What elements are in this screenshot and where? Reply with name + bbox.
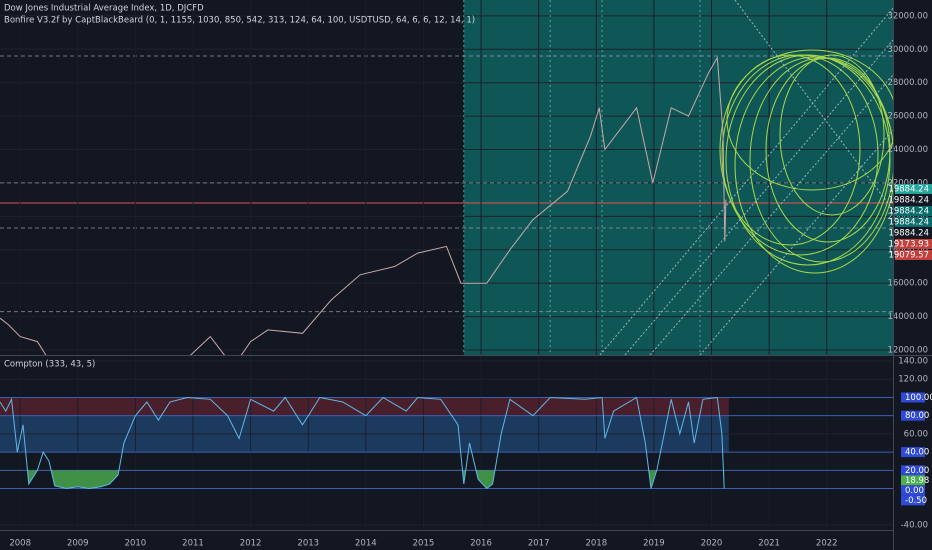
y-tick-label: 120.00 (898, 375, 928, 385)
y-tick-label: 22000.00 (887, 178, 928, 188)
price-label-box (895, 183, 932, 194)
value-box (901, 447, 925, 458)
value-box (901, 475, 925, 486)
y-tick-label: 16000.00 (887, 279, 928, 289)
y-tick-label: 12000.00 (887, 345, 928, 355)
value-box-label: 18.98 (905, 476, 929, 486)
price-label-box (895, 194, 932, 205)
x-tick-label: 2017 (528, 539, 550, 549)
chart-title: Dow Jones Industrial Average Index, 1D, … (4, 4, 204, 14)
price-label-box (895, 249, 932, 260)
value-box-label: -0.50 (905, 496, 927, 506)
x-tick-label: 2014 (355, 539, 377, 549)
value-box-label: 80.00 (905, 411, 929, 421)
x-tick-label: 2012 (240, 539, 262, 549)
x-tick-label: 2018 (585, 539, 607, 549)
y-tick-label: 20000.00 (887, 212, 928, 222)
low-fill (0, 470, 725, 489)
x-tick-label: 2020 (701, 539, 723, 549)
price-label: 19884.24 (888, 217, 929, 227)
price-label: 19173.93 (888, 239, 929, 249)
bonfire-drawing (599, 0, 893, 355)
value-box-label: 40.00 (905, 448, 929, 458)
value-box (901, 392, 925, 403)
price-label: 19884.24 (888, 206, 929, 216)
y-tick-label: 60.00 (904, 429, 928, 439)
price-label: 19884.24 (888, 228, 929, 238)
x-tick-label: 2008 (9, 539, 31, 549)
oscillator-title: Compton (333, 43, 5) (4, 360, 95, 370)
price-label: 19079.57 (888, 250, 929, 260)
y-tick-label: 26000.00 (887, 112, 928, 122)
value-box (901, 485, 925, 496)
value-box-label: 0.00 (905, 486, 924, 496)
x-tick-label: 2010 (125, 539, 147, 549)
value-box (901, 465, 925, 476)
price-label: 19884.24 (888, 184, 929, 194)
value-box (901, 410, 925, 421)
y-tick-label: 24000.00 (887, 145, 928, 155)
x-tick-label: 2009 (67, 539, 89, 549)
x-tick-label: 2022 (816, 539, 838, 549)
y-tick-label: 140.00 (898, 357, 928, 367)
series-line (0, 55, 727, 355)
value-box (901, 495, 925, 506)
price-label-box (895, 227, 932, 238)
price-label: 19884.24 (888, 195, 929, 205)
x-tick-label: 2019 (643, 539, 665, 549)
highlight-region (463, 0, 893, 355)
value-box-label: 20.00 (905, 466, 929, 476)
price-label-box (895, 216, 932, 227)
price-label-box (895, 238, 932, 249)
y-tick-label: 30000.00 (887, 45, 928, 55)
value-box-label: 100.00 (905, 393, 932, 403)
y-tick-label: 28000.00 (887, 78, 928, 88)
band (0, 397, 729, 416)
x-tick-label: 2011 (182, 539, 204, 549)
x-tick-label: 2015 (413, 539, 435, 549)
price-label-box (895, 205, 932, 216)
x-tick-label: 2013 (297, 539, 319, 549)
y-tick-label: 14000.00 (887, 312, 928, 322)
series-line (0, 396, 725, 490)
y-tick-label: 32000.00 (887, 11, 928, 21)
x-tick-label: 2021 (758, 539, 780, 549)
indicator-title: Bonfire V3.2f by CaptBlackBeard (0, 1, 1… (4, 16, 475, 26)
y-tick-label: -40.00 (901, 520, 928, 530)
x-tick-label: 2016 (470, 539, 492, 549)
